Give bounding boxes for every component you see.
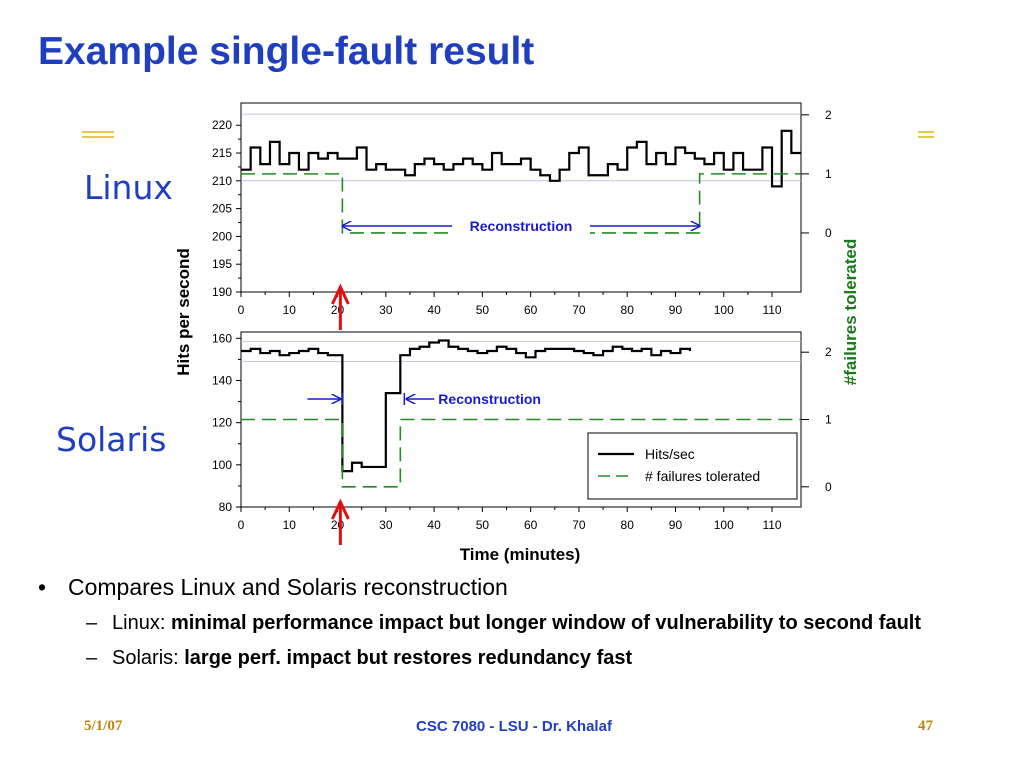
y-tick-label: 80 — [219, 500, 233, 514]
bullet-dash: – — [86, 647, 98, 669]
reconstruction-label: Reconstruction — [438, 391, 541, 407]
x-tick-label: 110 — [762, 518, 781, 532]
x-tick-label: 30 — [379, 518, 393, 532]
x-tick-label: 100 — [714, 518, 734, 532]
x-tick-label: 100 — [714, 303, 734, 317]
y-axis-label: Hits per second — [174, 248, 193, 376]
x-tick-label: 40 — [427, 303, 441, 317]
legend-label-failures: # failures tolerated — [645, 468, 760, 484]
y-tick-label: 100 — [212, 458, 232, 472]
y-tick-label: 205 — [212, 202, 232, 216]
x-axis-label: Time (minutes) — [460, 545, 581, 564]
linux-label: Linux — [84, 168, 173, 207]
y2-tick-label: 1 — [825, 413, 832, 427]
x-tick-label: 20 — [331, 303, 345, 317]
legend-box — [587, 432, 798, 500]
y2-axis-label: #failures tolerated — [841, 239, 860, 385]
failures-tolerated-line — [241, 418, 801, 488]
bullet-solaris-prefix: Solaris: — [112, 647, 185, 669]
decor-bar-right — [918, 131, 934, 138]
decor-bar-left — [82, 131, 114, 138]
x-tick-label: 110 — [762, 303, 781, 317]
x-tick-label: 40 — [427, 518, 441, 532]
footer-course: CSC 7080 - LSU - Dr. Khalaf — [416, 718, 612, 735]
slide-title: Example single-fault result — [38, 30, 535, 73]
hits-per-second-line — [241, 129, 801, 188]
y-tick-label: 140 — [212, 373, 232, 387]
fault-arrow-head — [331, 498, 350, 520]
x-tick-label: 80 — [621, 518, 635, 532]
y-tick-label: 190 — [212, 285, 232, 299]
x-tick-label: 80 — [621, 303, 635, 317]
x-tick-label: 10 — [283, 518, 297, 532]
bullet-main: • Compares Linux and Solaris reconstruct… — [38, 574, 998, 601]
bullet-linux: – Linux: minimal performance impact but … — [38, 611, 998, 636]
legend-label-hits: Hits/sec — [645, 446, 695, 462]
y-tick-label: 120 — [212, 416, 232, 430]
bullet-dash: – — [86, 612, 98, 634]
y2-tick-label: 2 — [825, 108, 832, 122]
y-tick-label: 220 — [212, 118, 232, 132]
bullet-linux-detail: minimal performance impact but longer wi… — [170, 612, 922, 634]
x-tick-label: 50 — [476, 303, 490, 317]
footer-page-number: 47 — [918, 718, 933, 734]
y2-tick-label: 0 — [825, 480, 832, 494]
x-tick-label: 10 — [283, 303, 297, 317]
x-tick-label: 60 — [524, 303, 538, 317]
x-tick-label: 20 — [331, 518, 345, 532]
bullet-solaris-detail: large perf. impact but restores redundan… — [184, 647, 633, 669]
bullet-list: • Compares Linux and Solaris reconstruct… — [38, 574, 998, 671]
x-tick-label: 70 — [572, 303, 586, 317]
x-tick-label: 50 — [476, 518, 490, 532]
x-tick-label: 70 — [572, 518, 586, 532]
bullet-dot: • — [38, 574, 47, 600]
hits-per-second-line — [241, 339, 692, 473]
y-tick-label: 195 — [212, 257, 232, 271]
fault-arrow-head — [331, 283, 350, 305]
bullet-solaris: – Solaris: large perf. impact but restor… — [38, 646, 998, 671]
y-tick-label: 160 — [212, 331, 232, 345]
reconstruction-label-bg — [452, 217, 590, 235]
x-tick-label: 0 — [238, 303, 245, 317]
bullet-linux-prefix: Linux: — [112, 612, 171, 634]
x-tick-label: 0 — [238, 518, 245, 532]
reconstruction-label: Reconstruction — [470, 218, 573, 234]
plot-frame — [240, 102, 802, 293]
y-tick-label: 200 — [212, 229, 232, 243]
x-tick-label: 90 — [669, 518, 683, 532]
y2-tick-label: 2 — [825, 345, 832, 359]
solaris-label: Solaris — [56, 420, 167, 459]
x-tick-label: 60 — [524, 518, 538, 532]
x-tick-label: 90 — [669, 303, 683, 317]
x-tick-label: 30 — [379, 303, 393, 317]
footer-date: 5/1/07 — [84, 718, 123, 734]
y-tick-label: 215 — [212, 146, 232, 160]
bullet-main-text: Compares Linux and Solaris reconstructio… — [68, 574, 508, 600]
y-tick-label: 210 — [212, 174, 232, 188]
y2-tick-label: 1 — [825, 167, 832, 181]
y2-tick-label: 0 — [825, 226, 832, 240]
